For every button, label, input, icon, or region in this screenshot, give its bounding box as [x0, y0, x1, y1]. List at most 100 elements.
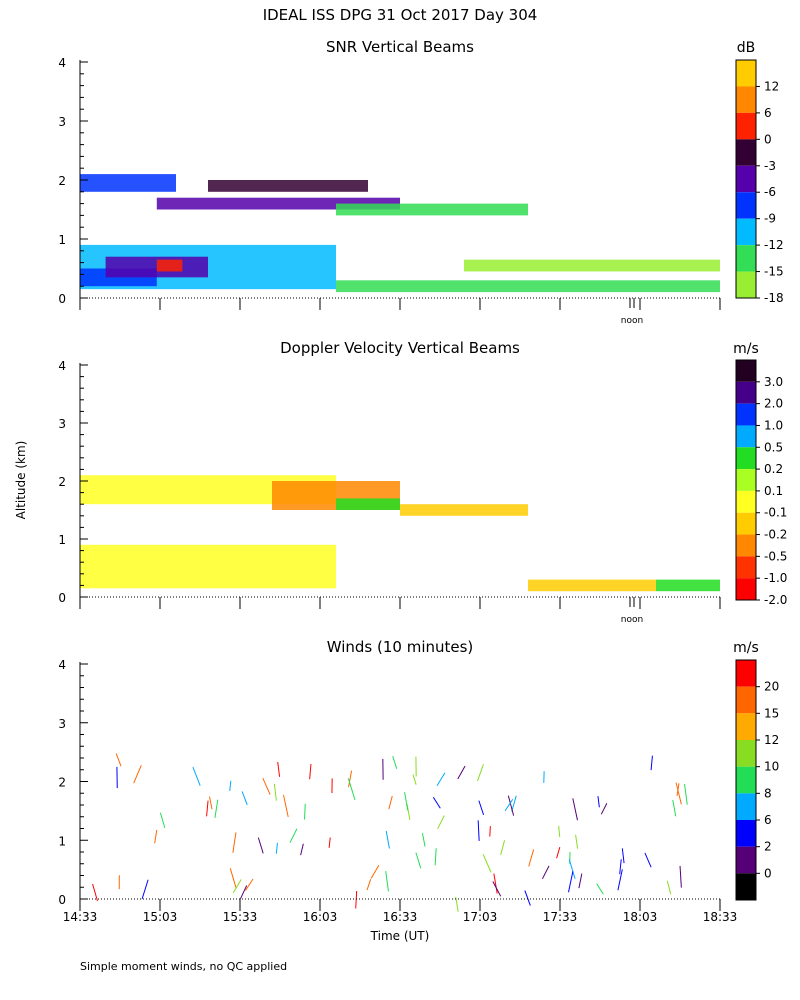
wind-barb [239, 885, 248, 900]
wind-barb [684, 783, 688, 805]
winds-x-axis: 14:33 15:03 15:33 16:03 16:33 17:03 17:33 18:03… [63, 898, 738, 924]
wind-barbs-layer [92, 753, 688, 912]
wind-barb [493, 873, 498, 894]
dop-colorbar-frame [735, 359, 757, 601]
snr-data-region [208, 180, 368, 192]
wind-colorbar-label: 15 [764, 706, 779, 720]
dop-colorbar-label: -2.0 [764, 593, 787, 607]
dop-y-tick-label: 0 [58, 591, 66, 605]
dop-colorbar-swatch [736, 534, 756, 557]
snr-y-tick-label: 2 [58, 174, 66, 188]
dop-colorbar-swatch [736, 578, 756, 600]
wind-barb [262, 778, 271, 795]
wind-barb [455, 896, 459, 912]
snr-data-region [156, 259, 183, 272]
dop-data-region [656, 579, 720, 592]
snr-y-tick-label: 0 [58, 292, 66, 306]
wind-barb [568, 871, 574, 893]
wind-barb [277, 761, 281, 777]
dop-colorbar-swatch [736, 490, 756, 513]
snr-y-tick-label: 1 [58, 233, 66, 247]
wind-barb [257, 837, 264, 854]
doppler-x-axis: noon [79, 596, 721, 625]
wind-colorbar-frame [735, 659, 757, 901]
wind-barb [347, 778, 356, 801]
doppler-panel-title: Doppler Velocity Vertical Beams [280, 339, 520, 357]
wind-barb [432, 796, 441, 809]
snr-colorbar-swatch [736, 271, 756, 298]
snr-colorbar-label: 12 [764, 79, 779, 93]
x-tick-label: 16:03 [303, 910, 338, 924]
wind-colorbar-label: 12 [764, 733, 779, 747]
wind-y-tick-label: 2 [58, 776, 66, 790]
dop-colorbar-label: -1.0 [764, 571, 787, 585]
wind-barb [385, 830, 390, 849]
wind-barb [366, 879, 372, 891]
wind-colorbar-label: 0 [764, 866, 772, 880]
wind-y-tick-label: 3 [58, 717, 66, 731]
wind-barb [600, 803, 608, 815]
dop-data-region [336, 498, 400, 510]
wind-barb [507, 795, 515, 816]
wind-barb [159, 812, 166, 828]
wind-barb [154, 829, 158, 844]
wind-barb [492, 881, 502, 897]
snr-panel-title: SNR Vertical Beams [326, 38, 474, 56]
wind-colorbar-swatch [736, 873, 756, 900]
wind-barb [229, 868, 237, 889]
snr-y-tick-label: 4 [58, 56, 66, 70]
winds-panel-title: Winds (10 minutes) [327, 638, 474, 656]
dop-colorbar-label: 2.0 [764, 397, 783, 411]
winds-colorbar-unit: m/s [733, 640, 759, 656]
wind-colorbar-label: 6 [764, 813, 772, 827]
wind-barb [309, 764, 312, 780]
wind-barb [415, 852, 422, 869]
wind-barb [232, 832, 237, 853]
doppler-y-axis: 0 1 2 3 4 [58, 359, 88, 605]
doppler-panel: Doppler Velocity Vertical Beams 0 1 2 3 4 no… [58, 339, 787, 625]
snr-colorbar-label: -9 [764, 212, 776, 226]
wind-barb [666, 880, 672, 895]
wind-barb [300, 843, 304, 856]
dop-data-region [400, 504, 528, 516]
dop-colorbar-label: 0.5 [764, 440, 783, 454]
wind-barb [229, 780, 232, 791]
wind-y-tick-label: 1 [58, 834, 66, 848]
snr-data-region [336, 280, 720, 293]
dop-colorbar-label: 3.0 [764, 375, 783, 389]
wind-colorbar-label: 8 [764, 786, 772, 800]
wind-barb [303, 803, 306, 820]
dop-colorbar-swatch [736, 469, 756, 491]
doppler-colorbar-unit: m/s [733, 341, 759, 357]
snr-data-region [156, 197, 400, 210]
dop-colorbar-swatch [736, 447, 756, 470]
wind-barb [388, 795, 393, 810]
wind-barb [489, 826, 491, 837]
x-tick-label: 15:33 [223, 910, 258, 924]
dop-colorbar-label: 1.0 [764, 418, 783, 432]
doppler-data-regions [80, 475, 720, 592]
wind-barb [133, 765, 142, 784]
dop-y-tick-label: 2 [58, 475, 66, 489]
wind-barb [457, 765, 466, 780]
wind-barb [504, 798, 514, 812]
dop-colorbar-swatch [736, 512, 756, 535]
x-tick-label: 18:33 [703, 910, 738, 924]
wind-barb [556, 846, 561, 859]
wind-barb [478, 800, 485, 816]
wind-barb [644, 852, 652, 868]
wind-barb [650, 755, 653, 771]
wind-barb [209, 796, 213, 810]
snr-colorbar-label: -3 [764, 159, 776, 173]
x-axis-label: Time (UT) [370, 929, 430, 943]
snr-colorbar-label: -12 [764, 238, 784, 252]
y-axis-label: Altitude (km) [14, 441, 28, 520]
wind-barb [245, 878, 254, 891]
wind-barb [115, 753, 122, 767]
wind-barb [578, 873, 583, 889]
wind-barb [596, 883, 604, 895]
wind-barb [597, 796, 600, 808]
wind-barb [511, 795, 517, 812]
wind-barb [434, 848, 437, 866]
